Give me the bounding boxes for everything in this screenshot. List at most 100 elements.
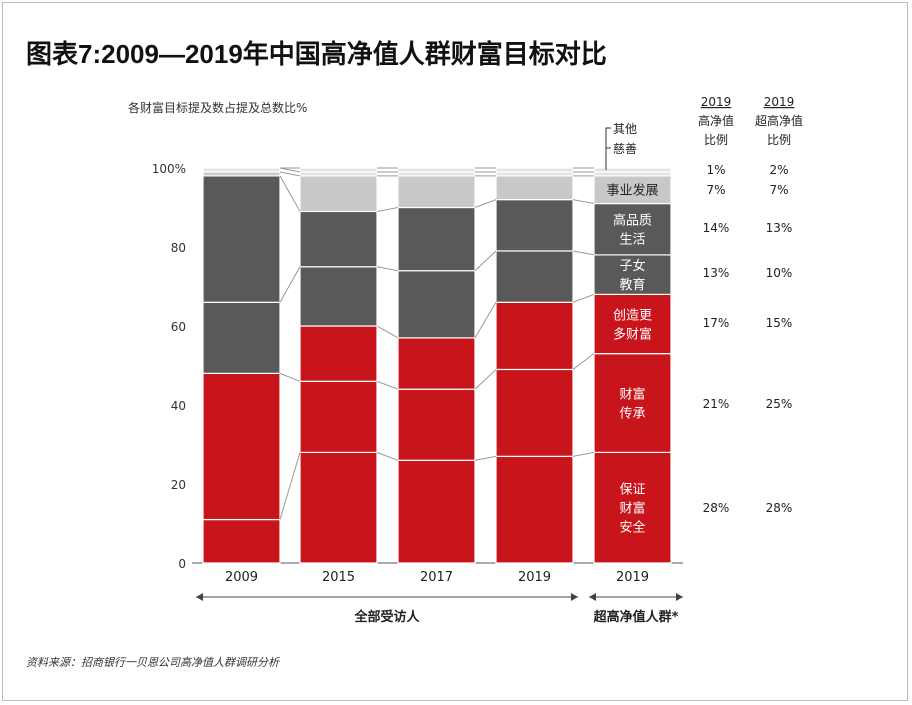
segment-label: 高品质	[613, 213, 652, 229]
connector-line	[474, 199, 497, 208]
connector-line	[474, 250, 497, 272]
y-tick-label: 0	[178, 557, 186, 571]
bar-segment	[397, 337, 476, 390]
connector-line	[572, 293, 595, 303]
connector-line	[572, 250, 595, 256]
bar-segment	[299, 451, 378, 564]
connector-line	[279, 372, 301, 382]
bar-segment	[202, 175, 281, 303]
connector-line	[376, 451, 399, 461]
segment-label: 安全	[619, 520, 645, 536]
group-label: 超高净值人群*	[594, 609, 679, 625]
connector-line	[279, 175, 301, 212]
bar-segment	[299, 266, 378, 327]
table-header: 2019	[701, 95, 732, 109]
table-cell: 25%	[766, 397, 793, 411]
table-cell: 1%	[706, 163, 725, 177]
table-header: 高净值	[698, 113, 734, 128]
group-label: 全部受访人	[353, 609, 420, 625]
bar-segment	[495, 167, 574, 173]
bar-segment	[495, 175, 574, 201]
bar-segment	[202, 301, 281, 374]
bar-segment	[202, 167, 281, 173]
bar-segment	[495, 368, 574, 457]
group-arrow	[589, 593, 596, 601]
connector-line	[376, 325, 399, 339]
x-tick-label: 2017	[420, 570, 453, 585]
segment-label: 创造更	[613, 309, 652, 324]
connector-line	[474, 369, 497, 390]
segment-label: 财富	[619, 387, 645, 403]
connector-line	[376, 266, 399, 272]
segment-label: 慈善	[613, 141, 637, 156]
bracket-mark	[605, 127, 611, 149]
y-tick-label: 80	[171, 241, 186, 255]
table-cell: 17%	[703, 316, 730, 330]
table-cell: 15%	[766, 316, 793, 330]
segment-label: 财富	[619, 501, 645, 517]
bar-segment	[495, 199, 574, 252]
table-cell: 28%	[766, 501, 793, 515]
connector-line	[279, 266, 301, 303]
table-cell: 2%	[769, 163, 788, 177]
bar-segment	[397, 167, 476, 173]
table-cell: 13%	[766, 221, 793, 235]
connector-line	[376, 207, 399, 212]
bar-segment	[397, 459, 476, 564]
table-cell: 13%	[703, 266, 730, 280]
segment-label: 保证	[619, 483, 645, 498]
table-header: 比例	[767, 133, 791, 147]
group-arrow	[676, 593, 683, 601]
table-cell: 7%	[769, 183, 788, 197]
connector-line	[376, 380, 399, 390]
table-header: 超高净值	[755, 113, 803, 128]
connector-line	[474, 302, 497, 339]
segment-label: 子女	[619, 258, 645, 274]
connector-line	[572, 353, 595, 370]
y-tick-label: 100%	[152, 162, 186, 176]
table-cell: 14%	[703, 221, 730, 235]
connector-line	[279, 452, 301, 520]
segment-label: 传承	[619, 407, 645, 422]
connector-line	[572, 199, 595, 205]
bar-segment	[299, 175, 378, 213]
y-axis-label: 各财富目标提及数占提及总数比%	[128, 100, 307, 115]
segment-label: 事业发展	[606, 183, 658, 199]
segment-label: 生活	[619, 233, 645, 248]
bar-segment	[495, 301, 574, 371]
bar-segment	[397, 388, 476, 461]
bar-segment	[202, 518, 281, 564]
table-cell: 21%	[703, 397, 730, 411]
connector-line	[279, 171, 301, 177]
bar-segment	[299, 167, 378, 173]
y-tick-label: 40	[171, 399, 186, 413]
group-arrow	[571, 593, 578, 601]
y-tick-label: 20	[171, 478, 186, 492]
table-cell: 28%	[703, 501, 730, 515]
group-arrow	[196, 593, 203, 601]
y-tick-label: 60	[171, 320, 186, 334]
connector-line	[279, 167, 301, 173]
segment-label: 教育	[619, 277, 645, 293]
chart-title: 图表7:2009—2019年中国高净值人群财富目标对比	[26, 39, 607, 69]
bar-segment	[593, 451, 672, 564]
connector-line	[474, 455, 497, 461]
bar-segment	[495, 250, 574, 303]
x-tick-label: 2019	[616, 570, 649, 585]
bar-segment	[397, 270, 476, 339]
bar-segment	[397, 206, 476, 272]
x-tick-label: 2009	[225, 570, 258, 585]
table-header: 2019	[764, 95, 795, 109]
table-cell: 10%	[766, 266, 793, 280]
segment-label: 其他	[613, 122, 637, 136]
source-note: 资料来源：招商银行一贝恩公司高净值人群调研分析	[26, 656, 279, 669]
connector-line	[572, 451, 595, 457]
x-tick-label: 2015	[322, 570, 355, 585]
bar-segment	[593, 167, 672, 173]
x-tick-label: 2019	[518, 570, 551, 585]
bar-segment	[299, 380, 378, 453]
bar-segment	[495, 455, 574, 564]
table-header: 比例	[704, 133, 728, 147]
